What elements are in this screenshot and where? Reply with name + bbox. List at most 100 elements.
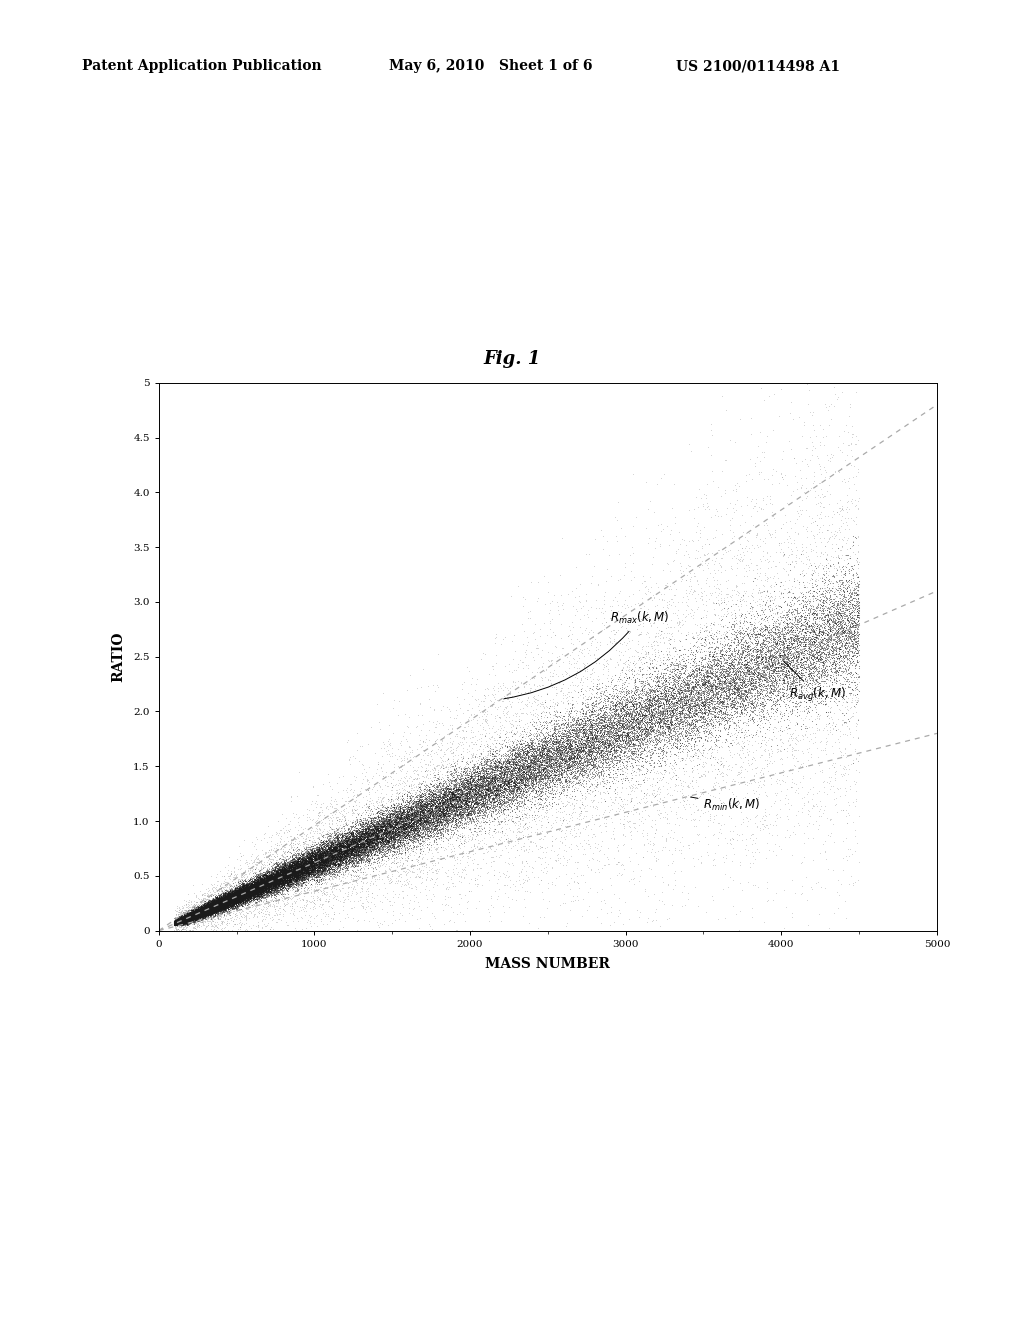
Point (779, 642, 796, 663)
Point (328, 850, 344, 871)
Point (580, 764, 596, 785)
Point (241, 883, 257, 904)
Point (843, 635, 859, 656)
Point (329, 857, 345, 878)
Point (167, 911, 183, 932)
Point (532, 837, 549, 858)
Point (715, 692, 731, 713)
Point (403, 791, 420, 812)
Point (200, 878, 216, 899)
Point (202, 896, 218, 917)
Point (597, 701, 613, 722)
Point (339, 840, 355, 861)
Point (307, 861, 324, 882)
Point (252, 871, 268, 892)
Point (259, 867, 275, 888)
Point (238, 882, 254, 903)
Point (712, 657, 728, 678)
Point (639, 912, 655, 933)
Point (583, 859, 599, 880)
Point (521, 759, 538, 780)
Point (415, 836, 431, 857)
Point (251, 873, 267, 894)
Point (296, 867, 312, 888)
Point (709, 660, 725, 681)
Point (754, 678, 770, 700)
Point (370, 826, 386, 847)
Point (175, 908, 191, 929)
Point (829, 598, 846, 619)
Point (589, 631, 605, 652)
Point (550, 764, 566, 785)
Point (737, 680, 754, 701)
Point (397, 813, 414, 834)
Point (198, 892, 214, 913)
Point (808, 598, 824, 619)
Point (851, 607, 867, 628)
Point (197, 895, 213, 916)
Point (270, 851, 287, 873)
Point (198, 900, 214, 921)
Point (325, 833, 341, 854)
Point (347, 828, 364, 849)
Point (215, 888, 231, 909)
Point (737, 680, 754, 701)
Point (296, 857, 312, 878)
Point (712, 685, 728, 706)
Point (480, 799, 497, 820)
Point (415, 808, 431, 829)
Point (741, 675, 758, 696)
Point (545, 748, 561, 770)
Point (694, 589, 711, 610)
Point (404, 796, 421, 817)
Point (264, 871, 281, 892)
Point (402, 722, 419, 743)
Point (387, 797, 403, 818)
Point (476, 760, 493, 781)
Point (324, 845, 340, 866)
Point (219, 888, 236, 909)
Point (188, 892, 205, 913)
Point (300, 870, 316, 891)
Point (248, 880, 264, 902)
Point (782, 624, 799, 645)
Point (732, 690, 749, 711)
Point (727, 675, 743, 696)
Point (808, 601, 824, 622)
Point (440, 788, 457, 809)
Point (680, 722, 696, 743)
Point (307, 857, 324, 878)
Point (298, 867, 314, 888)
Point (592, 727, 608, 748)
Point (768, 673, 784, 694)
Point (246, 878, 262, 899)
Point (246, 879, 262, 900)
Point (555, 665, 571, 686)
Point (490, 797, 507, 818)
Point (224, 891, 241, 912)
Point (179, 904, 196, 925)
Point (240, 878, 256, 899)
Point (245, 875, 261, 896)
Point (511, 800, 527, 821)
Point (488, 784, 505, 805)
Point (452, 803, 468, 824)
Point (579, 590, 595, 611)
Point (337, 840, 353, 861)
Point (818, 659, 835, 680)
Point (850, 709, 866, 730)
Point (623, 717, 639, 738)
Point (687, 590, 703, 611)
Point (403, 814, 420, 836)
Point (752, 645, 768, 667)
Point (288, 846, 304, 867)
Point (222, 890, 239, 911)
Point (387, 824, 403, 845)
Point (234, 891, 251, 912)
Point (428, 785, 444, 807)
Point (174, 909, 190, 931)
Point (465, 781, 481, 803)
Point (306, 865, 323, 886)
Point (173, 909, 189, 931)
Point (345, 834, 361, 855)
